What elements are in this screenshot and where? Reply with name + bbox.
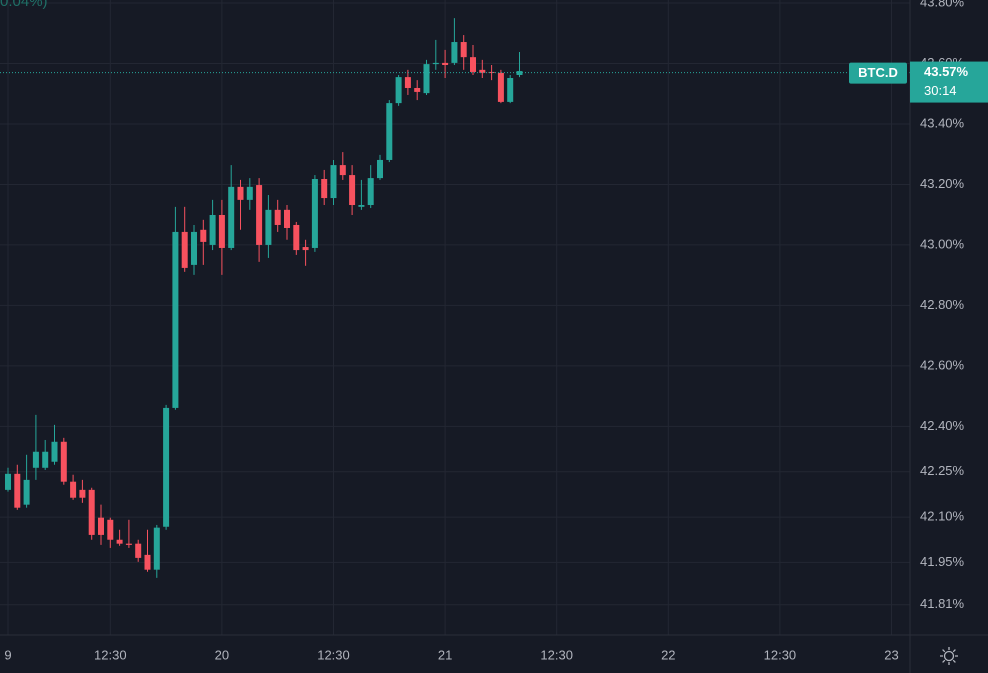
candle-body bbox=[116, 539, 123, 544]
candle-body bbox=[144, 554, 151, 570]
candle-body bbox=[470, 57, 476, 72]
candle-body bbox=[377, 159, 383, 179]
candle-body bbox=[51, 441, 58, 462]
x-tick-label: 21 bbox=[438, 647, 452, 662]
candle-body bbox=[107, 519, 114, 540]
candle-body bbox=[218, 214, 225, 248]
candle-body bbox=[125, 543, 132, 545]
candle-body bbox=[181, 231, 188, 268]
candle-body bbox=[246, 186, 253, 200]
candle-body bbox=[32, 451, 39, 468]
x-tick-label: 20 bbox=[215, 647, 229, 662]
x-tick-label: 12:30 bbox=[540, 647, 573, 662]
candle-body bbox=[209, 214, 216, 245]
countdown: 30:14 bbox=[924, 83, 957, 98]
candle-body bbox=[432, 62, 439, 65]
candle-body bbox=[98, 517, 104, 535]
candle-body bbox=[42, 451, 49, 468]
y-tick-label: 42.60% bbox=[920, 357, 965, 372]
candle-body bbox=[330, 165, 337, 199]
x-tick-label: 12:30 bbox=[94, 647, 127, 662]
x-tick-label: 23 bbox=[884, 647, 898, 662]
candle-body bbox=[321, 179, 328, 199]
y-tick-label: 42.10% bbox=[920, 509, 965, 524]
y-tick-label: 43.20% bbox=[920, 176, 965, 191]
candle-body bbox=[200, 229, 207, 242]
axes: 43.80%43.60%43.40%43.20%43.00%42.80%42.6… bbox=[4, 0, 988, 662]
candle-body bbox=[23, 479, 30, 505]
candle-body bbox=[172, 231, 179, 408]
candle-body bbox=[488, 71, 495, 73]
candle-body bbox=[497, 72, 504, 102]
candle-body bbox=[386, 103, 393, 160]
legend-fragment: 0.04%) bbox=[0, 0, 48, 10]
candle-body bbox=[191, 231, 197, 265]
y-tick-label: 42.80% bbox=[920, 297, 965, 312]
candle-body bbox=[339, 165, 346, 176]
candle-body bbox=[79, 489, 86, 498]
y-tick-label: 42.25% bbox=[920, 463, 965, 478]
price-tag bbox=[910, 61, 988, 103]
candle-body bbox=[349, 175, 356, 206]
candle-body bbox=[367, 178, 374, 206]
candles bbox=[0, 18, 910, 578]
candle-body bbox=[395, 77, 402, 104]
candle-body bbox=[88, 489, 95, 535]
candle-body bbox=[60, 441, 67, 482]
y-tick-label: 41.81% bbox=[920, 596, 965, 611]
candle-body bbox=[302, 247, 309, 251]
candle-body bbox=[507, 78, 514, 102]
candle-body bbox=[414, 87, 421, 92]
y-tick-label: 43.40% bbox=[920, 115, 965, 130]
symbol-label: BTC.D bbox=[858, 65, 898, 80]
candle-body bbox=[442, 62, 449, 66]
y-tick-label: 41.95% bbox=[920, 554, 965, 569]
x-tick-label: 22 bbox=[661, 647, 675, 662]
x-tick-label: 12:30 bbox=[764, 647, 797, 662]
candle-body bbox=[460, 42, 467, 58]
candle-body bbox=[404, 77, 411, 88]
symbol-tag bbox=[849, 62, 907, 84]
candle-body bbox=[135, 543, 142, 558]
candle-body bbox=[479, 69, 486, 73]
candle-body bbox=[163, 407, 170, 527]
y-tick-label: 43.80% bbox=[920, 0, 965, 9]
last-price-label: 43.57% bbox=[924, 64, 969, 79]
candle-body bbox=[265, 209, 272, 245]
candle-body bbox=[228, 186, 235, 248]
candle-body bbox=[274, 209, 281, 225]
candle-body bbox=[70, 481, 77, 498]
y-tick-label: 42.40% bbox=[920, 418, 965, 433]
candle-body bbox=[284, 209, 290, 228]
candle-body bbox=[451, 42, 458, 63]
candle-body bbox=[153, 527, 160, 570]
x-tick-label: 12:30 bbox=[317, 647, 350, 662]
x-tick-label: 9 bbox=[4, 647, 11, 662]
candle-body bbox=[237, 186, 244, 200]
candle-body bbox=[423, 64, 430, 94]
settings-icon[interactable] bbox=[940, 647, 958, 665]
candle-body bbox=[293, 224, 300, 251]
y-tick-label: 43.00% bbox=[920, 236, 965, 251]
candle-body bbox=[5, 473, 11, 490]
candle-body bbox=[358, 205, 365, 207]
candle-body bbox=[14, 473, 21, 508]
candle-body bbox=[311, 179, 318, 248]
candle-body bbox=[256, 185, 263, 245]
